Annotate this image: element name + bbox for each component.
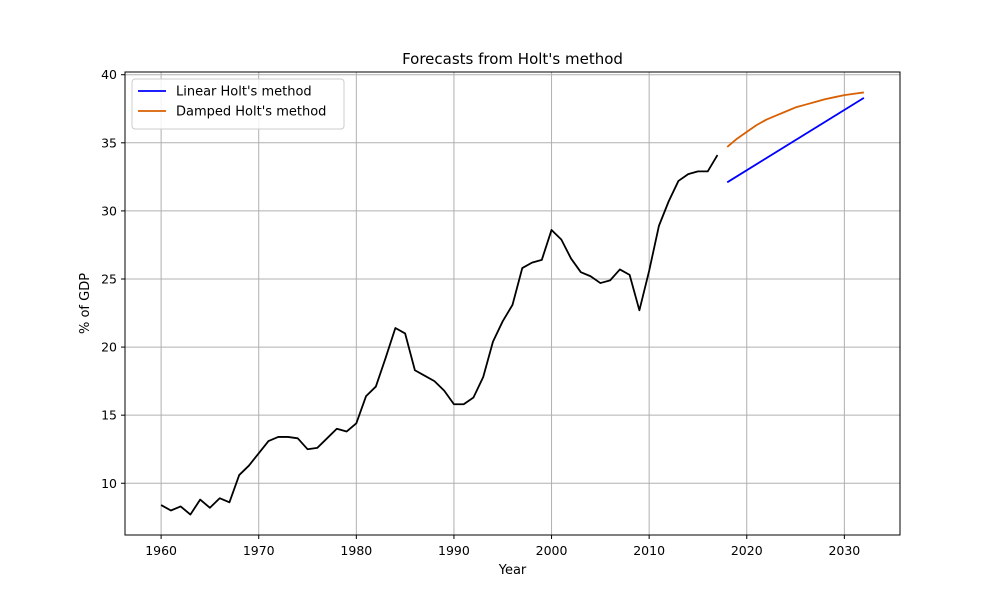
y-tick-label: 40 <box>101 67 117 82</box>
y-tick-label: 35 <box>101 135 117 150</box>
x-tick-label: 1980 <box>340 543 372 558</box>
damped-holt-s-method-line <box>726 91 865 148</box>
x-tick-label: 1960 <box>145 543 177 558</box>
plot-frame <box>124 71 901 536</box>
x-axis-label: Year <box>498 563 527 578</box>
historical-data-line <box>160 154 719 516</box>
y-tick-label: 30 <box>101 203 117 218</box>
axis-ticks: 1960 1970 1980 1990 2000 2010 2020 2030 10 15 20 25… <box>101 67 860 558</box>
legend: Linear Holt's method Damped Holt's method <box>131 78 345 130</box>
plot-area <box>160 91 865 516</box>
y-tick-label: 20 <box>101 340 117 355</box>
x-tick-label: 2000 <box>536 543 568 558</box>
legend-label: Damped Holt's method <box>176 105 326 120</box>
y-tick-label: 25 <box>101 271 117 286</box>
y-tick-label: 10 <box>101 476 117 491</box>
x-tick-label: 2030 <box>828 543 860 558</box>
x-tick-label: 2010 <box>633 543 665 558</box>
x-tick-label: 1990 <box>438 543 470 558</box>
legend-label: Linear Holt's method <box>176 85 312 100</box>
chart-title: Forecasts from Holt's method <box>402 50 623 68</box>
y-tick-label: 15 <box>101 408 117 423</box>
x-tick-label: 1970 <box>243 543 275 558</box>
linear-holt-s-method-line <box>726 97 865 184</box>
x-tick-label: 2020 <box>731 543 763 558</box>
y-axis-label: % of GDP <box>78 273 93 334</box>
legend-box <box>131 78 345 130</box>
grid-lines <box>125 72 900 535</box>
